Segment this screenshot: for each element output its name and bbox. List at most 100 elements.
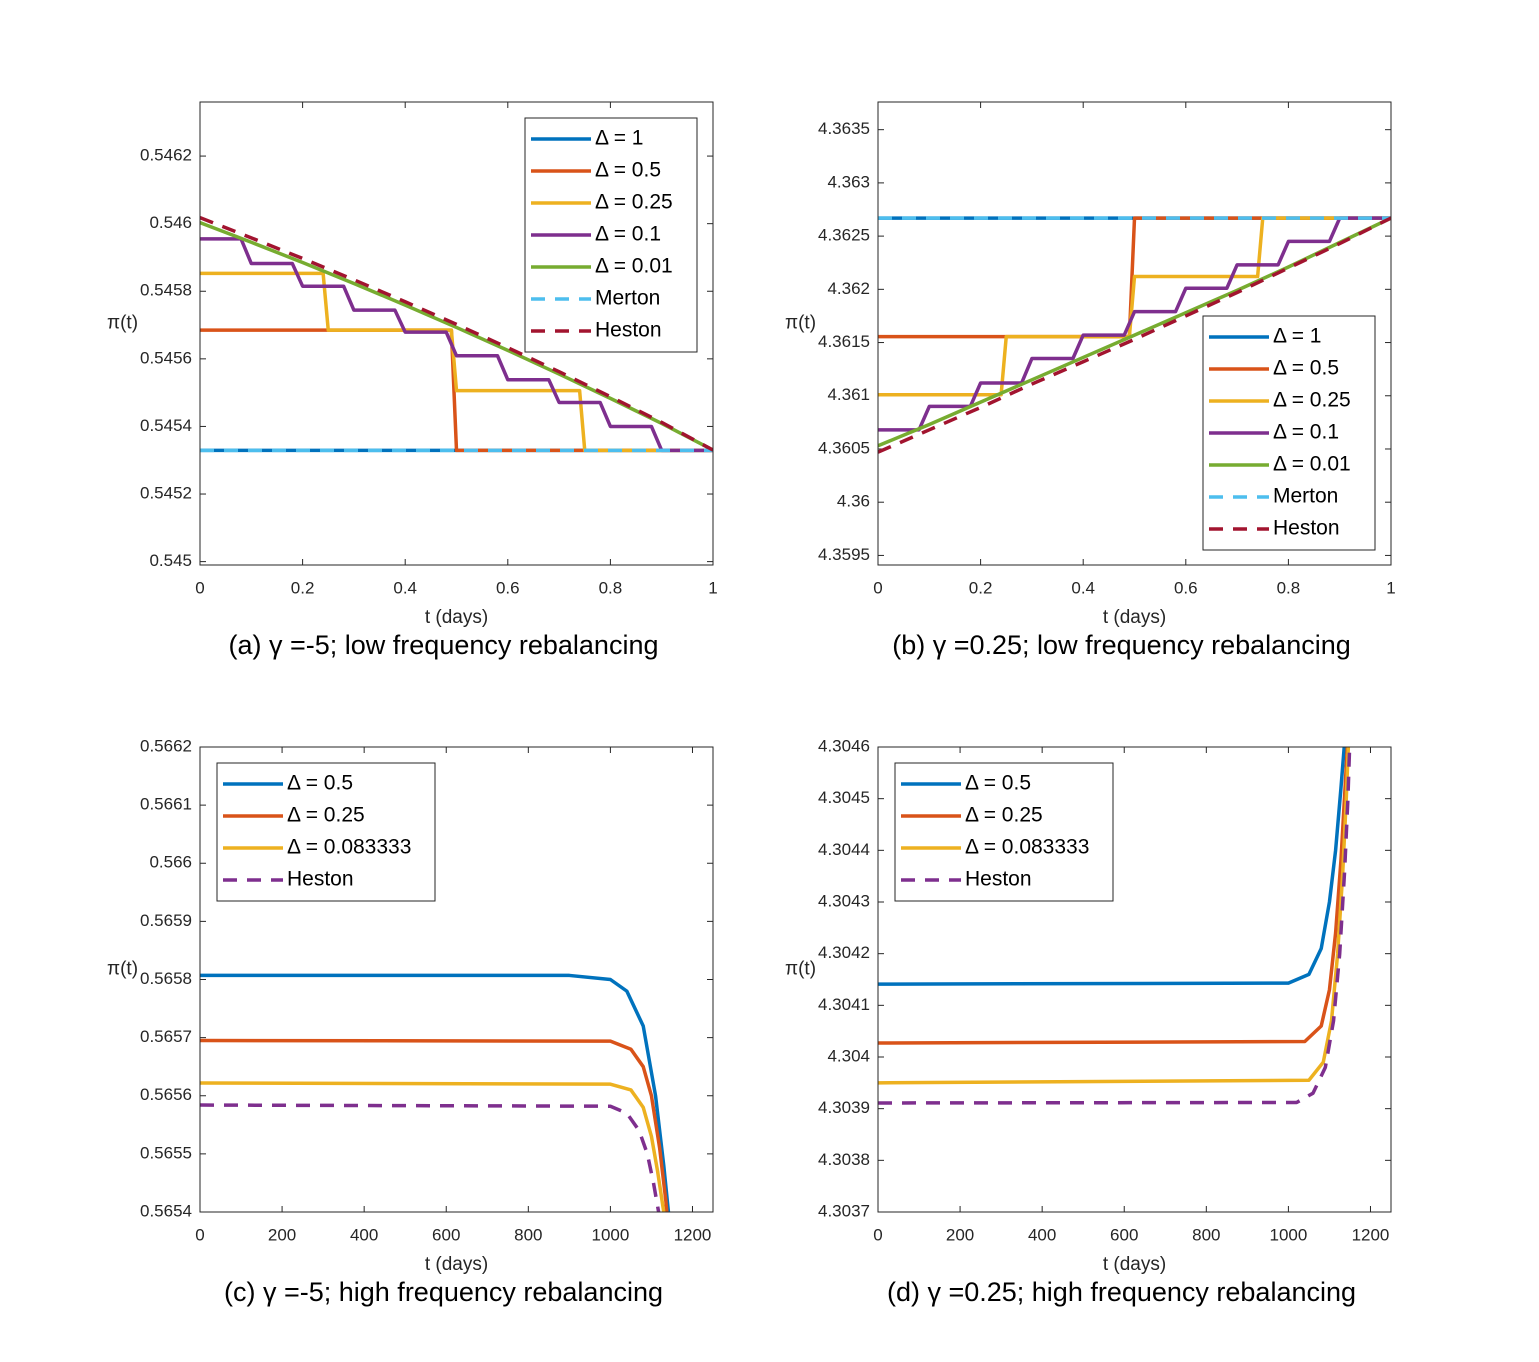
- y-axis-label: π(t): [785, 959, 816, 980]
- caption: (a) γ =-5; low frequency rebalancing: [229, 630, 659, 660]
- x-tick-label: 1000: [1269, 1225, 1307, 1244]
- y-tick-label: 0.5657: [140, 1027, 192, 1046]
- y-tick-label: 4.3038: [818, 1150, 870, 1169]
- series-line: [878, 216, 1391, 432]
- legend-label: Merton: [1273, 485, 1338, 508]
- legend-label: Δ = 0.5: [965, 772, 1031, 795]
- y-tick-label: 4.362: [827, 279, 870, 298]
- legend-label: Δ = 0.5: [595, 159, 661, 182]
- y-tick-label: 4.36: [837, 492, 870, 511]
- series-line: [200, 271, 713, 453]
- y-axis-label: π(t): [785, 313, 816, 334]
- series-line: [878, 216, 1391, 454]
- legend-label: Heston: [1273, 517, 1340, 540]
- x-tick-label: 0.6: [1174, 578, 1198, 597]
- x-axis-label: t (days): [1103, 1254, 1166, 1275]
- y-tick-label: 0.5661: [140, 795, 192, 814]
- x-tick-label: 1000: [591, 1225, 629, 1244]
- legend-label: Δ = 0.083333: [287, 836, 411, 859]
- series-line: [200, 215, 713, 452]
- x-tick-label: 600: [432, 1225, 460, 1244]
- series-line: [878, 747, 1350, 1045]
- caption: (d) γ =0.25; high frequency rebalancing: [887, 1277, 1356, 1307]
- axes-box: [877, 101, 1392, 566]
- series-line: [878, 747, 1346, 986]
- legend-label: Δ = 0.1: [1273, 421, 1339, 444]
- series-group: [878, 747, 1352, 1105]
- y-tick-label: 0.5658: [140, 969, 192, 988]
- y-tick-label: 0.546: [149, 213, 192, 232]
- x-tick-label: 0: [195, 1225, 204, 1244]
- y-tick-label: 0.545: [149, 551, 192, 570]
- y-tick-label: 4.3046: [818, 736, 870, 755]
- legend-label: Heston: [965, 868, 1032, 891]
- y-tick-label: 0.5654: [140, 1201, 192, 1220]
- y-tick-label: 4.3045: [818, 788, 870, 807]
- series-line: [200, 973, 671, 1212]
- y-tick-label: 0.5462: [140, 146, 192, 165]
- y-axis-label: π(t): [107, 313, 138, 334]
- y-tick-label: 4.3605: [818, 438, 870, 457]
- legend-label: Δ = 0.25: [595, 191, 673, 214]
- legend-label: Δ = 0.5: [287, 772, 353, 795]
- legend-label: Δ = 0.25: [287, 804, 365, 827]
- legend-label: Δ = 0.01: [595, 255, 673, 278]
- series-line: [878, 747, 1352, 1105]
- x-tick-label: 400: [350, 1225, 378, 1244]
- legend-label: Δ = 0.083333: [965, 836, 1089, 859]
- y-tick-label: 4.363: [827, 172, 870, 191]
- y-tick-label: 4.3043: [818, 891, 870, 910]
- legend-box: [894, 762, 1114, 902]
- axes-box: [199, 746, 714, 1213]
- x-tick-label: 0: [195, 578, 204, 597]
- y-tick-label: 4.3625: [818, 226, 870, 245]
- x-tick-label: 0.6: [496, 578, 520, 597]
- y-tick-label: 0.5452: [140, 484, 192, 503]
- y-tick-label: 4.3595: [818, 545, 870, 564]
- y-tick-label: 4.3635: [818, 119, 870, 138]
- x-tick-label: 1: [1386, 578, 1395, 597]
- y-tick-label: 0.5659: [140, 911, 192, 930]
- x-tick-label: 0.8: [1277, 578, 1301, 597]
- x-tick-label: 600: [1110, 1225, 1138, 1244]
- y-tick-label: 0.5454: [140, 416, 192, 435]
- legend-label: Merton: [595, 287, 660, 310]
- y-tick-label: 4.3039: [818, 1098, 870, 1117]
- legend-label: Δ = 0.25: [1273, 389, 1351, 412]
- legend-label: Δ = 0.01: [1273, 453, 1351, 476]
- y-tick-label: 0.566: [149, 853, 192, 872]
- y-tick-label: 4.361: [827, 385, 870, 404]
- legend-label: Heston: [287, 868, 354, 891]
- x-tick-label: 1200: [1352, 1225, 1390, 1244]
- y-tick-label: 4.3042: [818, 943, 870, 962]
- legend-label: Δ = 0.25: [965, 804, 1043, 827]
- legend-label: Δ = 1: [1273, 325, 1321, 348]
- x-tick-label: 0.2: [969, 578, 993, 597]
- x-tick-label: 1: [708, 578, 717, 597]
- x-axis-label: t (days): [425, 607, 488, 628]
- legend-label: Heston: [595, 319, 662, 342]
- series-line: [200, 1038, 669, 1212]
- y-tick-label: 4.3615: [818, 332, 870, 351]
- legend-label: Δ = 0.1: [595, 223, 661, 246]
- series-line: [878, 216, 1391, 397]
- x-tick-label: 0: [873, 1225, 882, 1244]
- series-line: [200, 1081, 666, 1212]
- series-group: [200, 215, 713, 453]
- x-axis-label: t (days): [425, 1254, 488, 1275]
- caption: (b) γ =0.25; low frequency rebalancing: [892, 630, 1351, 660]
- x-tick-label: 0.2: [291, 578, 315, 597]
- series-group: [878, 216, 1391, 454]
- y-tick-label: 4.304: [827, 1046, 870, 1065]
- legend-box: [216, 762, 436, 902]
- caption: (c) γ =-5; high frequency rebalancing: [224, 1277, 663, 1307]
- x-axis-label: t (days): [1103, 607, 1166, 628]
- x-tick-label: 800: [514, 1225, 542, 1244]
- x-tick-label: 200: [946, 1225, 974, 1244]
- y-tick-label: 4.3044: [818, 840, 870, 859]
- x-tick-label: 200: [268, 1225, 296, 1244]
- y-tick-label: 4.3041: [818, 995, 870, 1014]
- legend-label: Δ = 1: [595, 127, 643, 150]
- y-tick-label: 0.5662: [140, 736, 192, 755]
